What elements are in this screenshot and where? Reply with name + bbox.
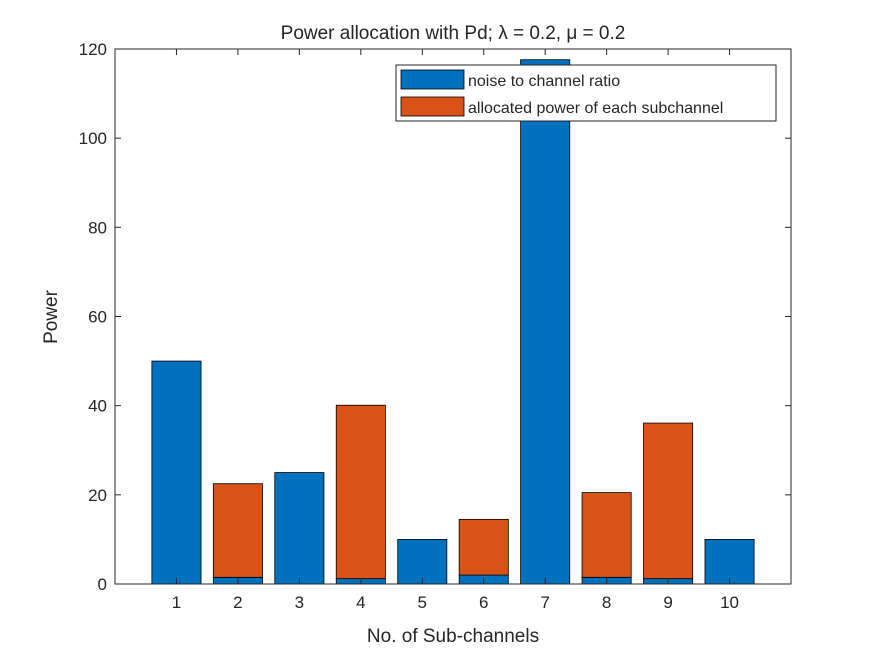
x-tick-label-9: 9 [663, 593, 672, 612]
legend-label-allocated-power: allocated power of each subchannel [468, 100, 723, 117]
y-tick-label: 40 [88, 397, 107, 416]
bar-noise-10 [704, 539, 755, 585]
bar-noise-1 [151, 360, 202, 585]
bar-noise-7 [520, 59, 571, 585]
y-axis-label: Power [41, 289, 62, 344]
bar-noise-5 [397, 539, 448, 585]
y-tick-label: 80 [88, 218, 107, 237]
x-tick-label-2: 2 [233, 593, 242, 612]
x-tick-label-1: 1 [172, 593, 181, 612]
y-tick-label: 20 [88, 486, 107, 505]
x-tick-label-5: 5 [418, 593, 427, 612]
x-tick-label-4: 4 [356, 593, 365, 612]
bar-allocated-power-9 [643, 422, 694, 580]
bar-allocated-power-8 [581, 492, 632, 578]
y-tick-label: 100 [79, 129, 107, 148]
legend: noise to channel ratio allocated power o… [395, 64, 777, 122]
x-tick-label-6: 6 [479, 593, 488, 612]
x-tick-label-10: 10 [720, 593, 739, 612]
x-tick-label-8: 8 [602, 593, 611, 612]
y-tick-label: 0 [98, 575, 107, 594]
x-axis-label: No. of Sub-channels [367, 626, 539, 647]
legend-swatch-noise [400, 69, 465, 90]
x-tick-label-3: 3 [295, 593, 304, 612]
y-tick-label: 120 [79, 40, 107, 59]
x-tick-label-7: 7 [540, 593, 549, 612]
legend-swatch-allocated-power [400, 96, 465, 117]
legend-label-noise: noise to channel ratio [468, 73, 620, 90]
bar-noise-3 [274, 472, 325, 585]
bar-allocated-power-2 [212, 483, 263, 578]
y-tick-label: 60 [88, 308, 107, 327]
bar-allocated-power-4 [335, 404, 386, 580]
chart-title: Power allocation with Pd; λ = 0.2, μ = 0… [281, 23, 626, 44]
bar-allocated-power-6 [458, 518, 509, 576]
x-ticks: 1 2 3 4 5 6 7 8 9 10 [172, 49, 739, 612]
bars-group [151, 59, 755, 585]
y-ticks: 0 20 40 60 80 100 120 [79, 40, 791, 594]
